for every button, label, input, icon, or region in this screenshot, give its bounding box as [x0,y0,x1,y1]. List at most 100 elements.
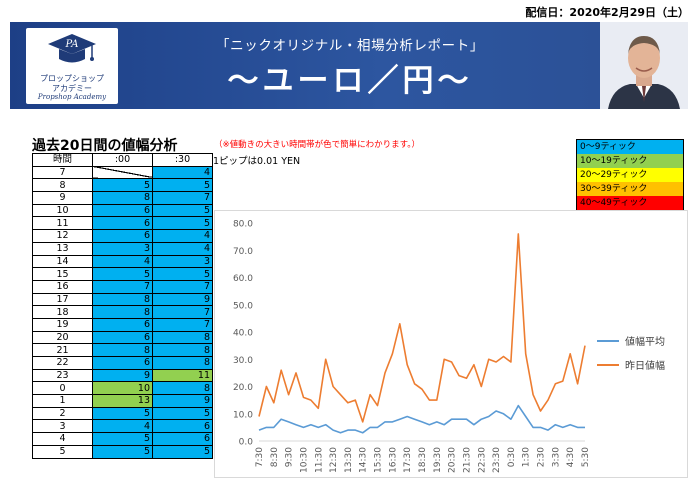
table-row: 18 8 7 [32,305,213,319]
hour-cell: 5 [32,444,93,459]
value-cell-30: 5 [152,203,213,218]
legend-range-item: 20〜29ティック [577,168,683,182]
legend-range-item: 0〜9ティック [577,140,683,154]
col-header-00: :00 [92,153,153,167]
x-tick-label: 3:30 [551,447,561,467]
value-cell-00: 9 [92,368,153,383]
value-cell-00 [92,165,153,180]
value-cell-30: 5 [152,178,213,193]
value-cell-30: 8 [152,381,213,396]
value-cell-30: 8 [152,343,213,357]
x-tick-label: 14:30 [359,447,369,473]
y-tick-label: 20.0 [233,383,253,393]
value-cell-30: 6 [152,432,213,446]
table-row: 1 13 9 [32,394,213,408]
table-row: 15 5 5 [32,267,213,281]
legend-range-item: 30〜39ティック [577,182,683,196]
value-cell-00: 10 [92,381,153,396]
hour-cell: 17 [32,292,93,307]
value-cell-30: 4 [152,241,213,256]
value-cell-00: 8 [92,191,153,205]
hour-cell: 4 [32,432,93,446]
value-cell-00: 13 [92,394,153,408]
hour-cell: 9 [32,191,93,205]
value-cell-00: 6 [92,330,153,345]
x-tick-label: 9:30 [285,447,295,467]
hour-cell: 12 [32,229,93,243]
table-row: 0 10 8 [32,381,213,396]
analyst-portrait [600,22,688,109]
value-cell-30: 7 [152,191,213,205]
y-tick-label: 50.0 [233,301,253,311]
legend-label: 値幅平均 [625,335,665,348]
hour-cell: 23 [32,368,93,383]
table-row: 22 6 8 [32,356,213,370]
value-cell-00: 8 [92,292,153,307]
value-cell-00: 7 [92,279,153,294]
hour-cell: 11 [32,216,93,231]
x-tick-label: 12:30 [329,447,339,473]
x-tick-label: 18:30 [418,447,428,473]
hour-cell: 2 [32,406,93,421]
x-tick-label: 7:30 [255,447,265,467]
hour-cell: 21 [32,343,93,357]
hour-cell: 16 [32,279,93,294]
academy-logo: PA プロップショップ アカデミー Propshop Academy [26,28,118,104]
value-cell-00: 8 [92,305,153,319]
y-tick-label: 40.0 [233,329,253,339]
x-tick-label: 11:30 [314,447,324,473]
table-row: 13 3 4 [32,241,213,256]
x-tick-label: 13:30 [344,447,354,473]
x-tick-label: 10:30 [299,447,309,473]
value-cell-30: 9 [152,394,213,408]
delivery-date: 配信日：2020年2月29日（土） [525,6,689,19]
x-tick-label: 0:30 [507,447,517,467]
table-row: 14 4 3 [32,254,213,269]
y-tick-label: 70.0 [233,247,253,257]
table-row: 23 9 11 [32,368,213,383]
value-cell-00: 6 [92,216,153,231]
value-cell-30: 8 [152,356,213,370]
table-row: 19 6 7 [32,317,213,332]
chart-frame: 0.0 10.0 20.0 30.0 40.0 50.0 60.0 70.0 80.0 7:30 8… [214,210,688,478]
y-tick-label: 0.0 [239,438,254,448]
x-tick-label: 8:30 [270,447,280,467]
value-cell-30: 5 [152,216,213,231]
col-header-hour: 時間 [32,153,93,167]
value-cell-00: 4 [92,254,153,269]
section-title: 過去20日間の値幅分析 [32,138,178,154]
x-tick-label: 16:30 [388,447,398,473]
hour-cell: 3 [32,419,93,434]
hour-cell: 18 [32,305,93,319]
y-tick-label: 60.0 [233,274,253,284]
x-tick-label: 4:30 [566,447,576,467]
logo-line-2: アカデミー [52,84,92,93]
hour-cell: 0 [32,381,93,396]
table-row: 17 8 9 [32,292,213,307]
value-cell-00: 5 [92,406,153,421]
value-cell-00: 5 [92,178,153,193]
value-cell-30: 7 [152,305,213,319]
value-cell-00: 5 [92,432,153,446]
value-cell-00: 8 [92,343,153,357]
value-cell-30: 5 [152,267,213,281]
x-tick-label: 22:30 [477,447,487,473]
x-tick-label: 23:30 [492,447,502,473]
legend-label: 昨日値幅 [625,359,665,372]
value-cell-00: 3 [92,241,153,256]
x-tick-label: 21:30 [462,447,472,473]
logo-line-1: プロップショップ [40,74,104,83]
x-tick-label: 5:30 [581,447,591,467]
report-subtitle: 「ニックオリジナル・相場分析レポート」 [216,38,484,54]
value-cell-30: 5 [152,406,213,421]
value-cell-30: 5 [152,444,213,459]
value-cell-30: 8 [152,330,213,345]
value-cell-30: 4 [152,229,213,243]
table-row: 11 6 5 [32,216,213,231]
hour-cell: 1 [32,394,93,408]
value-cell-30: 6 [152,419,213,434]
y-tick-label: 80.0 [233,220,253,230]
